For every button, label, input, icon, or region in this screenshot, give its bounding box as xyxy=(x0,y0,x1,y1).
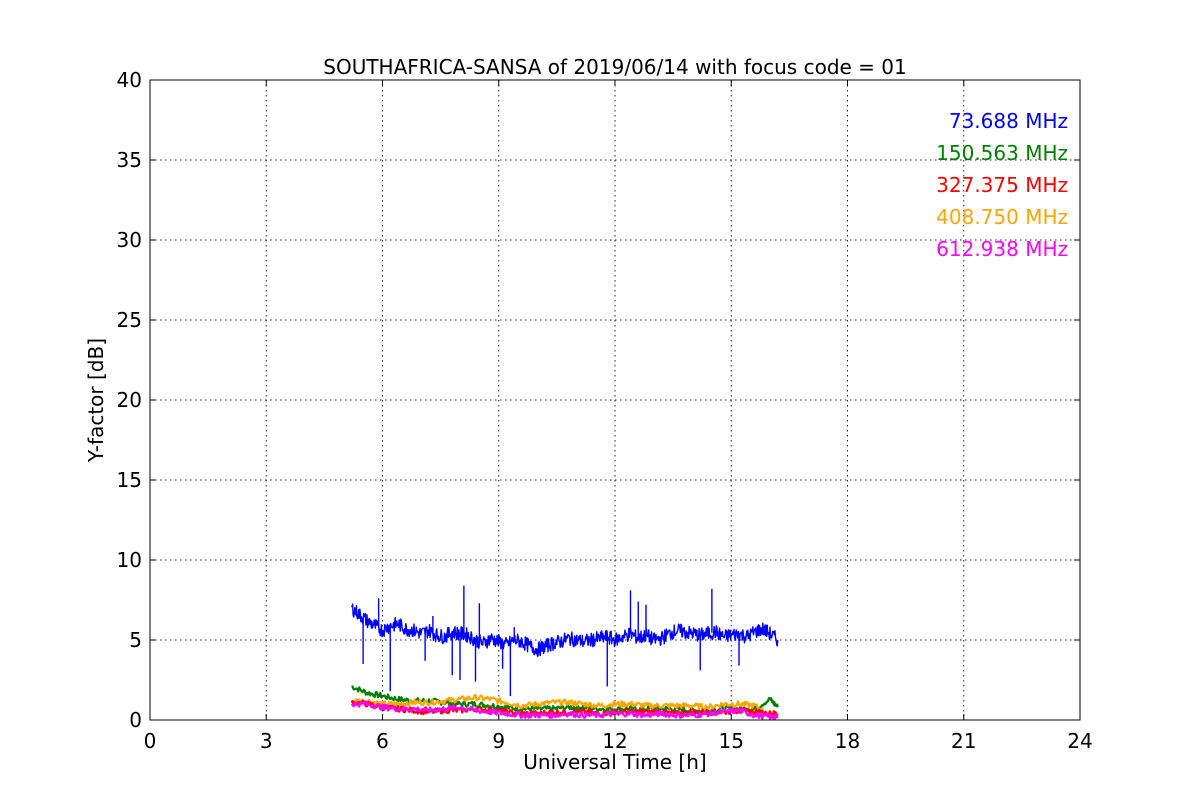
chart-title: SOUTHAFRICA-SANSA of 2019/06/14 with foc… xyxy=(323,55,907,79)
y-tick-label: 40 xyxy=(117,68,142,92)
x-tick-label: 12 xyxy=(602,729,627,753)
legend-entry: 73.688 MHz xyxy=(949,109,1068,133)
legend-entry: 327.375 MHz xyxy=(936,173,1068,197)
series-line-4 xyxy=(350,700,779,721)
y-tick-label: 5 xyxy=(129,628,142,652)
x-tick-label: 0 xyxy=(144,729,157,753)
series-line-3 xyxy=(350,693,779,720)
x-tick-label: 15 xyxy=(719,729,744,753)
series-line-0 xyxy=(350,603,779,657)
x-tick-label: 18 xyxy=(835,729,860,753)
y-tick-label: 25 xyxy=(117,308,142,332)
x-tick-label: 24 xyxy=(1067,729,1092,753)
legend-entry: 612.938 MHz xyxy=(936,237,1068,261)
x-tick-label: 3 xyxy=(260,729,273,753)
y-tick-label: 10 xyxy=(117,548,142,572)
y-tick-label: 20 xyxy=(117,388,142,412)
y-tick-label: 15 xyxy=(117,468,142,492)
axis-ticks: 0 3 6 9 12 15 18 21 24 0 5 10 15 20 25 30 35 40 xyxy=(117,68,1093,753)
y-tick-label: 30 xyxy=(117,228,142,252)
y-tick-label: 0 xyxy=(129,708,142,732)
x-axis-label: Universal Time [h] xyxy=(523,750,706,774)
y-tick-label: 35 xyxy=(117,148,142,172)
legend-entry: 150.563 MHz xyxy=(936,141,1068,165)
legend-entry: 408.750 MHz xyxy=(936,205,1068,229)
x-tick-label: 21 xyxy=(951,729,976,753)
y-axis-label: Y-factor [dB] xyxy=(84,338,108,463)
plot-area xyxy=(350,585,779,721)
x-tick-label: 6 xyxy=(376,729,389,753)
x-tick-label: 9 xyxy=(492,729,505,753)
legend: 73.688 MHz 150.563 MHz 327.375 MHz 408.750 … xyxy=(936,109,1068,261)
grid xyxy=(150,80,1080,720)
